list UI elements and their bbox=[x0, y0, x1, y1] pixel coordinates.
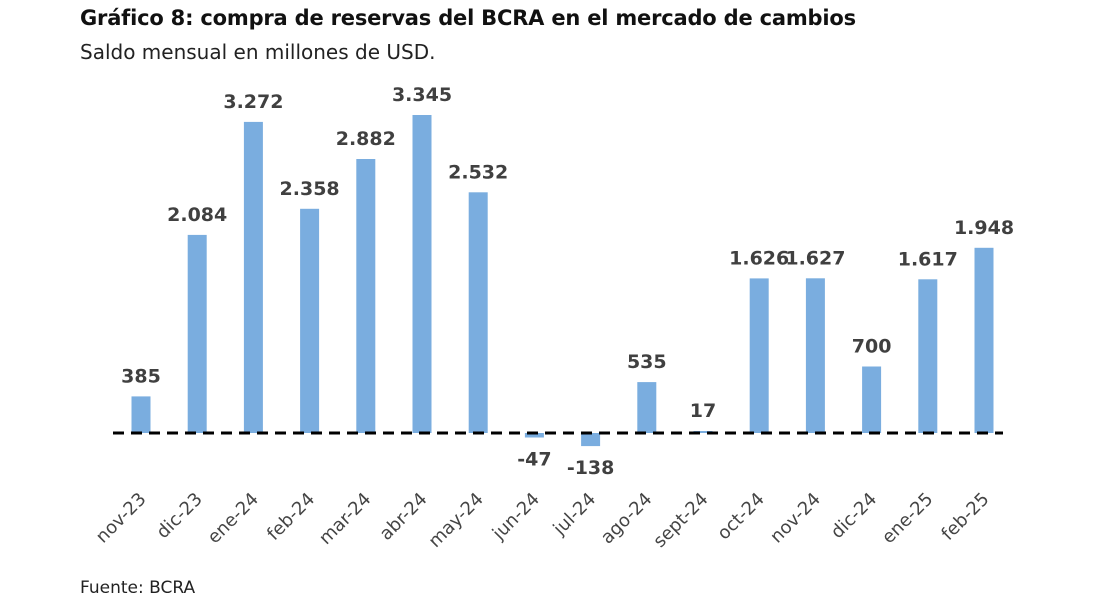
value-labels-group: 385 2.084 3.272 2.358 2.882 3.345 2.532 -47 -138… bbox=[121, 84, 1014, 479]
bar-nov-24 bbox=[805, 278, 825, 433]
tick-label-oct-24: oct-24 bbox=[713, 489, 768, 544]
tick-label-mar-24: mar-24 bbox=[315, 489, 375, 549]
bar-ene-25 bbox=[918, 279, 938, 433]
value-label-dic-23: 2.084 bbox=[167, 204, 227, 226]
bar-jun-24 bbox=[524, 433, 544, 438]
tick-label-abr-24: abr-24 bbox=[376, 489, 432, 545]
value-label-nov-24: 1.627 bbox=[785, 247, 845, 269]
value-label-ene-24: 3.272 bbox=[223, 91, 283, 113]
tick-label-jun-24: jun-24 bbox=[488, 489, 544, 545]
value-label-dic-24: 700 bbox=[852, 336, 892, 358]
bars-group bbox=[131, 115, 994, 447]
tick-label-sept-24: sept-24 bbox=[649, 489, 712, 552]
bar-feb-24 bbox=[300, 208, 320, 433]
tick-label-feb-25: feb-25 bbox=[937, 489, 993, 545]
bar-may-24 bbox=[468, 192, 488, 433]
value-label-feb-25: 1.948 bbox=[954, 217, 1014, 239]
value-label-mar-24: 2.882 bbox=[336, 128, 396, 150]
value-label-oct-24: 1.626 bbox=[729, 247, 789, 269]
bar-ago-24 bbox=[637, 382, 657, 433]
tick-label-ene-24: ene-24 bbox=[204, 489, 263, 548]
value-label-nov-23: 385 bbox=[121, 365, 161, 387]
tick-label-dic-24: dic-24 bbox=[827, 489, 881, 543]
tick-label-may-24: may-24 bbox=[425, 489, 488, 552]
bar-ene-24 bbox=[243, 121, 263, 434]
chart-title: Gráfico 8: compra de reservas del BCRA e… bbox=[80, 6, 856, 30]
bar-mar-24 bbox=[356, 159, 376, 433]
bar-dic-24 bbox=[862, 366, 882, 433]
value-label-feb-24: 2.358 bbox=[280, 178, 340, 200]
value-label-may-24: 2.532 bbox=[448, 161, 508, 183]
value-label-abr-24: 3.345 bbox=[392, 84, 452, 106]
value-label-sept-24: 17 bbox=[690, 400, 716, 422]
tick-label-ene-25: ene-25 bbox=[878, 489, 937, 548]
tick-label-feb-24: feb-24 bbox=[263, 489, 319, 545]
value-label-ago-24: 535 bbox=[627, 351, 667, 373]
tick-label-nov-23: nov-23 bbox=[92, 489, 151, 548]
chart-subtitle: Saldo mensual en millones de USD. bbox=[80, 40, 436, 64]
tick-label-nov-24: nov-24 bbox=[766, 489, 825, 548]
bar-jul-24 bbox=[581, 433, 601, 447]
bar-dic-23 bbox=[187, 234, 207, 433]
bar-sept-24 bbox=[693, 431, 713, 433]
tick-label-dic-23: dic-23 bbox=[152, 489, 206, 543]
source-note: Fuente: BCRA bbox=[80, 578, 196, 598]
bar-abr-24 bbox=[412, 115, 432, 433]
bar-feb-25 bbox=[974, 247, 994, 433]
tick-label-jul-24: jul-24 bbox=[549, 489, 600, 540]
value-label-ene-25: 1.617 bbox=[898, 248, 958, 270]
bar-nov-23 bbox=[131, 396, 151, 433]
value-label-jun-24: -47 bbox=[517, 449, 551, 471]
value-label-jul-24: -138 bbox=[567, 457, 615, 479]
bar-oct-24 bbox=[749, 278, 769, 433]
tick-label-ago-24: ago-24 bbox=[597, 489, 657, 549]
